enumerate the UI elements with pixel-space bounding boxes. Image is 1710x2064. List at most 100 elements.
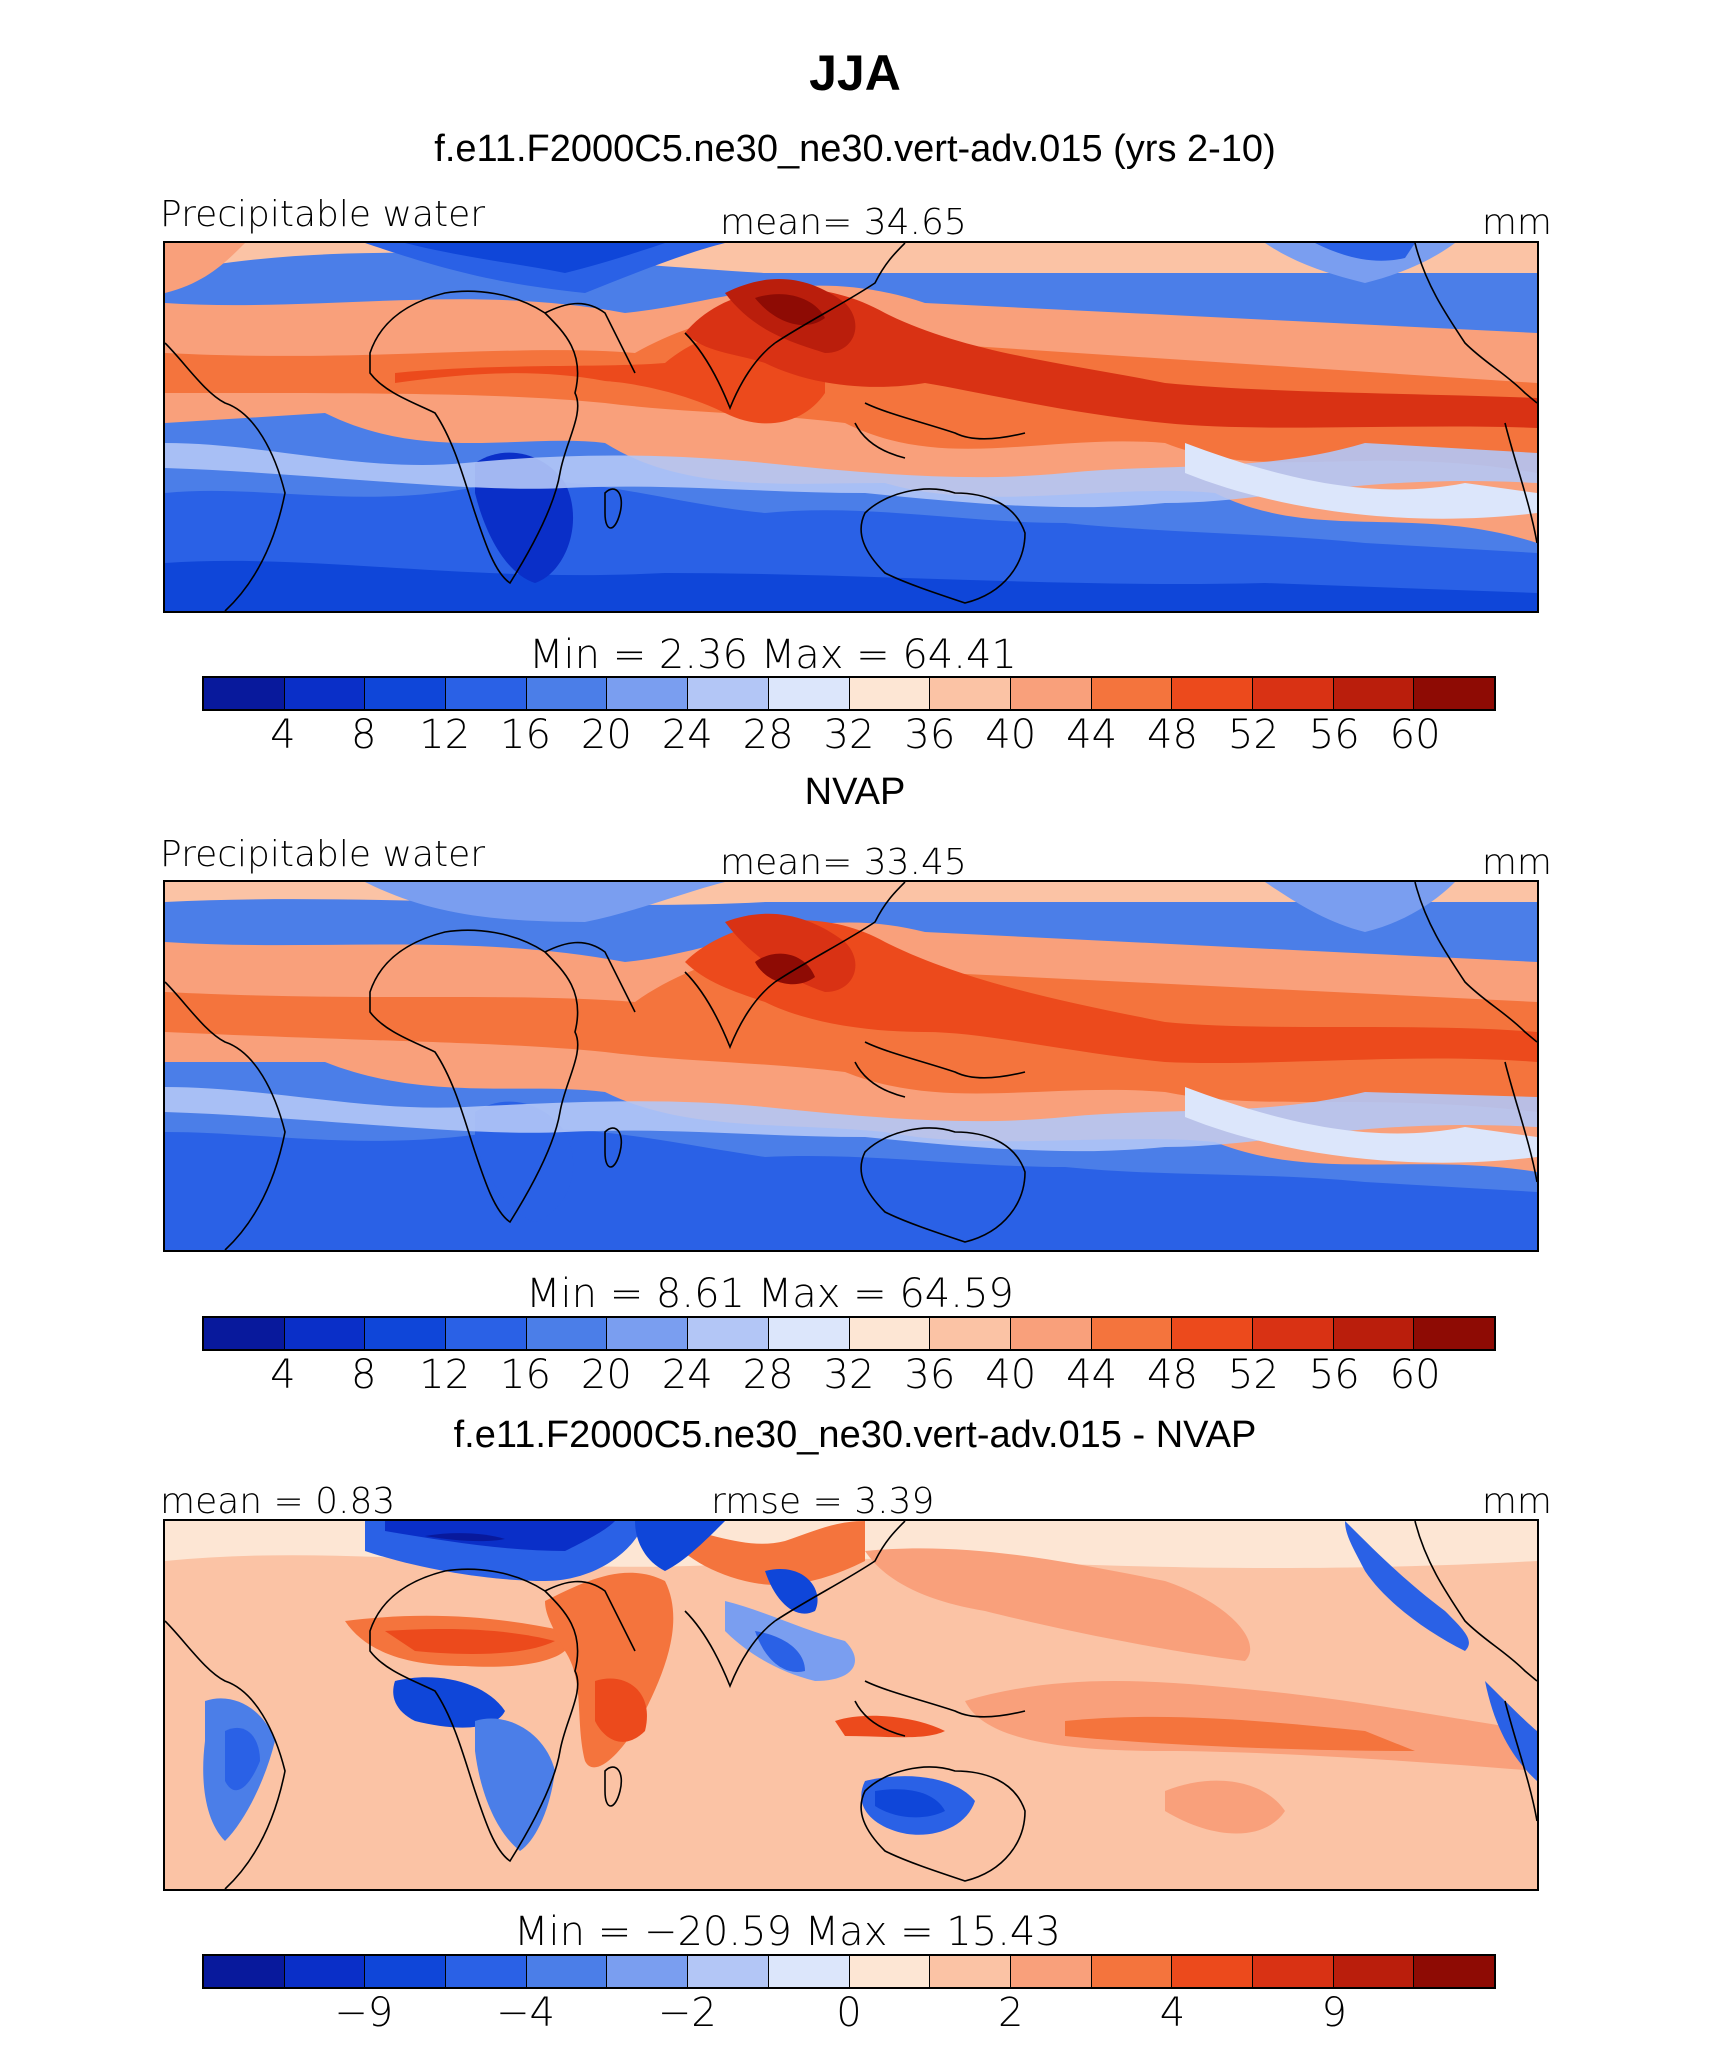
panel-3-map (163, 1519, 1539, 1891)
colorbar-box (204, 678, 285, 709)
colorbar-tick-label: 12 (419, 1352, 471, 1398)
colorbar-tick-label: 2 (998, 1990, 1024, 2036)
colorbar-tick-label: 40 (985, 712, 1037, 758)
colorbar-box (284, 1318, 366, 1349)
panel-1-left-label: Precipitable water (160, 194, 486, 235)
colorbar-box (607, 678, 689, 709)
colorbar-tick-label: 4 (270, 1352, 296, 1398)
colorbar-tick-label: 28 (742, 1352, 794, 1398)
colorbar-tick-label: 24 (661, 1352, 713, 1398)
colorbar-box (1010, 1318, 1092, 1349)
colorbar-box (446, 1956, 527, 1987)
colorbar-tick-label: −2 (657, 1990, 717, 2036)
colorbar-box (1414, 678, 1494, 709)
colorbar-tick-label: 16 (500, 1352, 551, 1398)
colorbar-tick-label: 40 (985, 1352, 1037, 1398)
colorbar-box (365, 678, 447, 709)
panel-1-subtitle: f.e11.F2000C5.ne30_ne30.vert-adv.015 (yr… (434, 128, 1276, 170)
colorbar-box (365, 1956, 447, 1987)
colorbar-box (849, 1956, 931, 1987)
colorbar-tick-label: 36 (904, 712, 956, 758)
colorbar-box (930, 678, 1011, 709)
colorbar-tick-label: 60 (1389, 712, 1441, 758)
colorbar-box (204, 1318, 285, 1349)
panel-3-center-label: rmse = 3.39 (711, 1481, 935, 1522)
colorbar-tick-label: 60 (1389, 1352, 1441, 1398)
colorbar-box (1252, 1318, 1334, 1349)
panel-2-subtitle: NVAP (804, 771, 906, 813)
colorbar-tick-label: −9 (334, 1990, 394, 2036)
colorbar-tick-label: 52 (1227, 712, 1279, 758)
colorbar-box (365, 1318, 447, 1349)
colorbar-box (1414, 1318, 1494, 1349)
colorbar-tick-label: 56 (1308, 712, 1360, 758)
panel-1-center-label: mean= 34.65 (720, 202, 967, 243)
colorbar-tick-label: 48 (1147, 1352, 1198, 1398)
panel-1-units: mm (1481, 202, 1552, 243)
colorbar-box (1091, 1956, 1173, 1987)
colorbar-box (1333, 1318, 1415, 1349)
colorbar-box (204, 1956, 285, 1987)
colorbar-box (849, 678, 931, 709)
panel-1-colorbar (202, 676, 1496, 711)
colorbar-tick-label: 32 (823, 712, 875, 758)
colorbar-box (930, 1956, 1011, 1987)
panel-2-map (163, 880, 1539, 1252)
colorbar-box (688, 1318, 769, 1349)
colorbar-tick-label: 48 (1147, 712, 1198, 758)
panel-1-map (163, 241, 1539, 613)
colorbar-box (1333, 678, 1415, 709)
panel-2-center-label: mean= 33.45 (720, 842, 967, 883)
panel-2-colorbar (202, 1316, 1496, 1351)
colorbar-box (526, 1956, 608, 1987)
colorbar-box (1010, 1956, 1092, 1987)
colorbar-tick-label: −4 (496, 1990, 555, 2036)
colorbar-tick-label: 16 (500, 712, 551, 758)
colorbar-box (526, 678, 608, 709)
panel-3-left-label: mean = 0.83 (160, 1481, 396, 1522)
colorbar-box (1414, 1956, 1494, 1987)
figure-title: JJA (809, 45, 901, 101)
colorbar-box (768, 1956, 850, 1987)
colorbar-box (688, 1956, 769, 1987)
colorbar-box (446, 1318, 527, 1349)
colorbar-tick-label: 20 (580, 1352, 632, 1398)
panel-3-min-max: Min = −20.59 Max = 15.43 (514, 1909, 1061, 1955)
panel-3-field (165, 1521, 1537, 1889)
colorbar-tick-label: 28 (742, 712, 794, 758)
colorbar-tick-label: 9 (1321, 1990, 1347, 2036)
colorbar-box (849, 1318, 931, 1349)
colorbar-tick-label: 4 (270, 712, 296, 758)
panel-2-field (165, 882, 1537, 1250)
panel-2-min-max: Min = 8.61 Max = 64.59 (526, 1271, 1014, 1317)
colorbar-tick-label: 36 (904, 1352, 956, 1398)
colorbar-box (1252, 678, 1334, 709)
panel-3-subtitle: f.e11.F2000C5.ne30_ne30.vert-adv.015 - N… (453, 1414, 1257, 1456)
colorbar-tick-label: 0 (836, 1990, 862, 2036)
colorbar-tick-label: 20 (580, 712, 632, 758)
colorbar-box (1172, 1956, 1253, 1987)
colorbar-tick-label: 44 (1066, 712, 1118, 758)
colorbar-tick-label: 52 (1227, 1352, 1279, 1398)
colorbar-tick-label: 8 (351, 1352, 377, 1398)
colorbar-box (1333, 1956, 1415, 1987)
colorbar-tick-label: 56 (1308, 1352, 1360, 1398)
colorbar-box (1010, 678, 1092, 709)
colorbar-box (1172, 678, 1253, 709)
colorbar-box (284, 1956, 366, 1987)
colorbar-box (607, 1956, 689, 1987)
colorbar-box (1091, 678, 1173, 709)
colorbar-box (1172, 1318, 1253, 1349)
colorbar-box (446, 678, 527, 709)
colorbar-tick-label: 8 (351, 712, 377, 758)
colorbar-tick-label: 4 (1159, 1990, 1186, 2036)
colorbar-tick-label: 44 (1066, 1352, 1118, 1398)
panel-2-left-label: Precipitable water (160, 834, 486, 875)
colorbar-box (284, 678, 366, 709)
colorbar-box (1091, 1318, 1173, 1349)
colorbar-box (768, 1318, 850, 1349)
panel-1-min-max: Min = 2.36 Max = 64.41 (529, 632, 1017, 678)
panel-2-units: mm (1481, 842, 1552, 883)
panel-3-colorbar (202, 1954, 1496, 1989)
